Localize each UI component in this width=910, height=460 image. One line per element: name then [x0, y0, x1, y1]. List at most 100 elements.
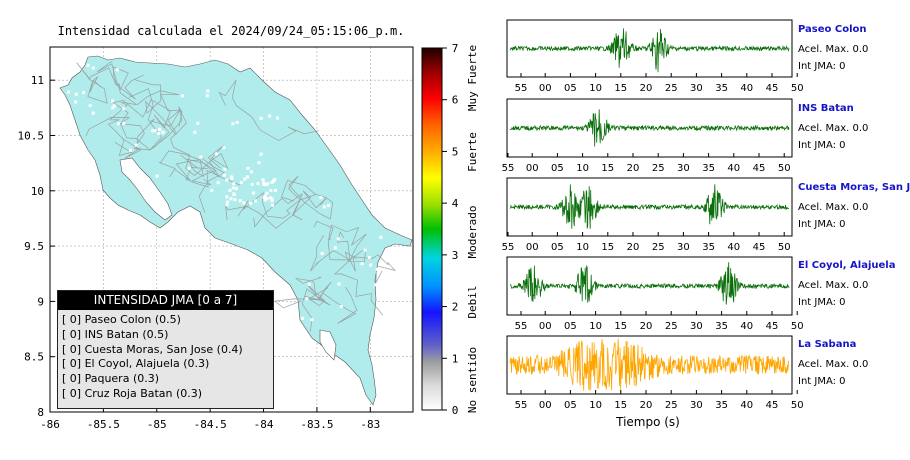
- legend-row-text: Paquera (0.3): [84, 372, 160, 386]
- waveform-tick-label: 25: [652, 242, 665, 253]
- legend-row: [ 0] Cuesta Moras, San Jose (0.4): [58, 343, 273, 358]
- legend-row: [ 0] Paquera (0.3): [58, 372, 273, 387]
- waveform-tick-label: 50: [791, 83, 804, 94]
- waveform-tick-label: 55: [502, 163, 515, 174]
- waveform-tick-label: 10: [589, 83, 602, 94]
- waveform-tick-label: 55: [515, 321, 528, 332]
- colorbar-tick-label: 2: [452, 301, 459, 314]
- waveform-tick-label: 45: [753, 163, 766, 174]
- colorbar-label: Debil: [466, 285, 479, 318]
- legend-row-code: [ 0]: [62, 372, 85, 386]
- waveform-trace: [509, 338, 790, 391]
- colorbar-tick-label: 6: [452, 94, 459, 107]
- legend-row-text: Paseo Colon (0.5): [84, 313, 181, 326]
- waveform-tick-label: 30: [690, 321, 703, 332]
- waveform-tick-label: 15: [601, 242, 614, 253]
- waveform-tick-label: 25: [665, 321, 678, 332]
- colorbar-label: Fuerte: [466, 132, 479, 172]
- intensity-colorbar: 7 6 5 4 3 2 1 0 Muy Fuerte Fuerte Moderado Debil No…: [421, 42, 479, 417]
- waveform-tick-label: 45: [766, 321, 779, 332]
- waveform-tick-label: 25: [665, 400, 678, 411]
- waveform-tick-label: 45: [753, 242, 766, 253]
- waveform-tick-label: 00: [539, 400, 552, 411]
- station-info: INS Batan Acel. Max. 0.0 Int JMA: 0: [798, 103, 910, 151]
- waveform-tick-label: 15: [614, 321, 627, 332]
- waveform-tick-label: 30: [690, 83, 703, 94]
- waveform-tick-label: 35: [702, 163, 715, 174]
- waveform-tick-label: 00: [539, 321, 552, 332]
- station-info: La Sabana Acel. Max. 0.0 Int JMA: 0: [798, 339, 910, 387]
- waveform-tick-label: 55: [515, 400, 528, 411]
- waveform-tick-label: 25: [665, 83, 678, 94]
- waveform-tick-label: 35: [715, 83, 728, 94]
- legend-row-text: Cruz Roja Batan (0.3): [84, 386, 203, 400]
- waveform-tick-label: 05: [564, 400, 577, 411]
- waveform-trace: [509, 28, 790, 73]
- waveform-tick-label: 10: [589, 400, 602, 411]
- waveform-tick-label: 30: [677, 163, 690, 174]
- legend-row-text: INS Batan (0.5): [84, 327, 169, 341]
- legend-row-code: [ 0]: [62, 357, 85, 371]
- station-info: El Coyol, Alajuela Acel. Max. 0.0 Int JMA:…: [798, 260, 910, 308]
- waveform-tick-label: 45: [766, 83, 779, 94]
- legend-row-code: [ 0]: [62, 313, 85, 326]
- colorbar-tick-label: 7: [452, 42, 459, 55]
- map-y-tick-label: 8: [37, 406, 44, 419]
- colorbar-label: No sentido: [466, 347, 479, 413]
- station-sites: [62, 61, 383, 322]
- map-x-tick-label: -84: [254, 418, 274, 431]
- station-name: El Coyol, Alajuela: [798, 260, 896, 271]
- map-y-tick-label: 9.5: [24, 240, 44, 253]
- colorbar-ticks: 7 6 5 4 3 2 1 0: [442, 42, 459, 417]
- legend-row-code: [ 0]: [62, 386, 85, 400]
- map-y-tick-label: 10: [31, 185, 44, 198]
- legend-row: [ 0] Paseo Colon (0.5): [58, 313, 273, 328]
- waveform-trace: [509, 109, 790, 147]
- waveform-tick-label: 00: [526, 163, 539, 174]
- waveform-tick-label: 05: [564, 83, 577, 94]
- waveform-panel: 55 00 05 10 15 20 25 30 35 40 45 50: [506, 19, 804, 94]
- waveform-tick-label: 20: [627, 163, 640, 174]
- legend-title: INTENSIDAD JMA [0 a 7]: [58, 291, 273, 310]
- map-y-tick-label: 11: [31, 74, 44, 87]
- legend-row-code: [ 0]: [62, 342, 85, 356]
- waveform-xlabel: Tiempo (s): [615, 415, 680, 429]
- colorbar-tick-label: 4: [452, 197, 459, 210]
- station-info: Cuesta Moras, San Jose Acel. Max. 0.0 Int …: [798, 182, 910, 230]
- station-jma-intensity: Int JMA: 0: [798, 297, 846, 308]
- waveform-tick-label: 50: [778, 242, 791, 253]
- colorbar-label: Moderado: [466, 206, 479, 259]
- gulf-of-nicoya: [119, 157, 173, 221]
- costa-rica-landmass: [59, 55, 413, 406]
- waveform-trace: [509, 262, 790, 305]
- waveform-tick-label: 05: [551, 242, 564, 253]
- legend-row: [ 0] El Coyol, Alajuela (0.3): [58, 357, 273, 372]
- station-name: La Sabana: [798, 339, 857, 350]
- waveform-tick-label: 15: [601, 163, 614, 174]
- map-x-tick-label: -83: [360, 418, 380, 431]
- legend-row-text: Cuesta Moras, San Jose (0.4): [84, 342, 243, 356]
- station-jma-intensity: Int JMA: 0: [798, 219, 846, 230]
- gulf-dulce: [319, 329, 337, 361]
- waveform-tick-label: 50: [778, 163, 791, 174]
- colorbar-tick-label: 5: [452, 145, 459, 158]
- legend-rows: [ 0] Paseo Colon (0.5)[ 0] INS Batan (0.…: [58, 310, 273, 402]
- waveform-tick-label: 55: [515, 83, 528, 94]
- waveform-tick-label: 35: [715, 400, 728, 411]
- waveform-tick-label: 50: [791, 321, 804, 332]
- waveform-panels: 55 00 05 10 15 20 25 30 35 40 45 50 55 00 05 10 15 20 25 30…: [502, 19, 804, 411]
- waveform-tick-label: 20: [627, 242, 640, 253]
- legend-row: [ 0] Cruz Roja Batan (0.3): [58, 387, 273, 402]
- waveform-tick-label: 15: [614, 400, 627, 411]
- colorbar-tick-label: 0: [452, 404, 459, 417]
- station-jma-intensity: Int JMA: 0: [798, 376, 846, 387]
- colorbar-tick-label: 1: [452, 352, 459, 365]
- map-title: Intensidad calculada el 2024/09/24_05:15…: [58, 24, 405, 38]
- waveform-tick-label: 40: [740, 400, 753, 411]
- colorbar-tick-label: 3: [452, 249, 459, 262]
- station-max-accel: Acel. Max. 0.0: [798, 359, 869, 370]
- waveform-tick-label: 10: [576, 242, 589, 253]
- waveform-tick-label: 20: [640, 400, 653, 411]
- legend-row-text: El Coyol, Alajuela (0.3): [84, 357, 210, 371]
- waveform-tick-label: 40: [740, 321, 753, 332]
